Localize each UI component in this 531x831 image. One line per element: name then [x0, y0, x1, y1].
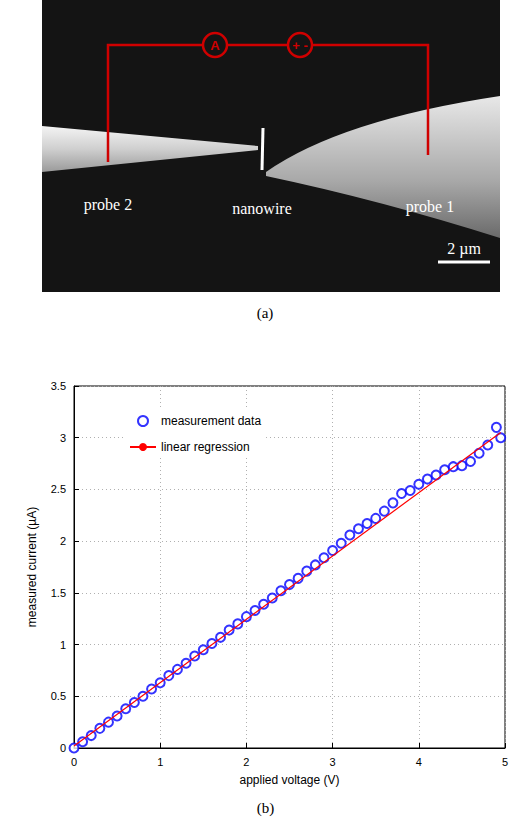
svg-text:0: 0 — [71, 756, 77, 768]
svg-text:3.5: 3.5 — [51, 380, 66, 392]
svg-text:2 µm: 2 µm — [447, 240, 481, 258]
svg-text:3: 3 — [330, 756, 336, 768]
svg-text:probe 2: probe 2 — [84, 196, 132, 214]
svg-text:0: 0 — [60, 742, 66, 754]
html-text:(b): (b) — [256, 800, 275, 816]
svg-text:applied voltage (V): applied voltage (V) — [239, 773, 339, 787]
svg-text:2.5: 2.5 — [51, 483, 66, 495]
svg-text:2: 2 — [60, 535, 66, 547]
svg-text:5: 5 — [502, 756, 508, 768]
svg-text:1: 1 — [157, 756, 163, 768]
svg-text:(a): (a) — [257, 305, 274, 322]
svg-text:probe 1: probe 1 — [406, 198, 454, 216]
svg-text:4: 4 — [416, 756, 422, 768]
svg-text:1.5: 1.5 — [51, 587, 66, 599]
svg-text:measured current (µA): measured current (µA) — [25, 507, 39, 627]
svg-text:1: 1 — [60, 639, 66, 651]
svg-text:3: 3 — [60, 432, 66, 444]
svg-text:0.5: 0.5 — [51, 690, 66, 702]
svg-text:2: 2 — [243, 756, 249, 768]
svg-text:nanowire: nanowire — [232, 200, 292, 217]
svg-text:linear regression: linear regression — [161, 440, 250, 454]
svg-text:+ -: + - — [292, 38, 308, 53]
svg-text:A: A — [210, 38, 220, 53]
svg-text:measurement data: measurement data — [161, 414, 261, 428]
